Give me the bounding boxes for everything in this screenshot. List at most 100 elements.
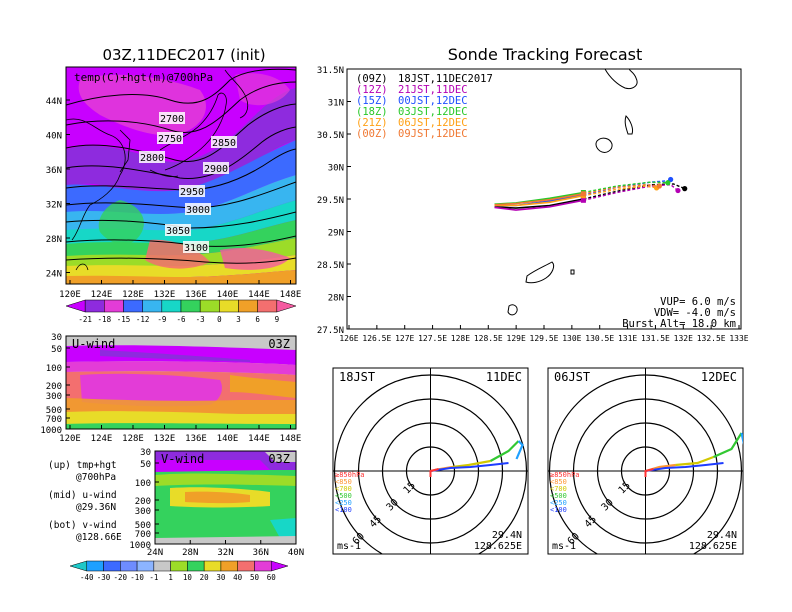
wind-swatch <box>203 560 222 572</box>
map-lon-label: 136E <box>185 290 207 300</box>
burst-point <box>580 191 586 197</box>
legend-code: (12Z) <box>356 84 388 96</box>
coastlines <box>66 69 249 271</box>
note-line2: @29.36N <box>76 502 116 513</box>
track-lat-label: 30.5N <box>317 131 344 141</box>
colorbar-swatch <box>180 299 201 313</box>
legend-time: 18JST,11DEC2017 <box>398 73 493 85</box>
legend-code: (21Z) <box>356 117 388 129</box>
v-lat-label: 36N <box>253 548 269 558</box>
u-lon-label: 132E <box>154 434 176 444</box>
map-lat-label: 24N <box>46 270 62 280</box>
colorbar-label: 6 <box>255 315 260 324</box>
wind-colorbar-label: -40 <box>80 573 94 582</box>
wind-colorbar-label: 10 <box>183 573 193 582</box>
v-p-label: 700 <box>135 530 151 540</box>
wind-colorbar-label: 60 <box>267 573 277 582</box>
track-param: VDW= -4.0 m/s <box>654 307 736 319</box>
burst-point <box>580 197 586 203</box>
legend-code: (00Z) <box>356 128 388 140</box>
hodo-legend: <850 <box>335 478 352 486</box>
uwind-frame <box>65 335 297 430</box>
u-p-label: 700 <box>46 415 62 425</box>
map-lon-label: 148E <box>280 290 302 300</box>
map-lon-label: 124E <box>91 290 113 300</box>
wind-colorbar-label: -1 <box>149 573 158 582</box>
wind-swatch <box>86 560 104 572</box>
track-lon-label: 128E <box>451 334 470 343</box>
legend-time: 09JST,12DEC <box>398 128 468 140</box>
colorbar-label: 0 <box>217 315 222 324</box>
colorbar-label: -3 <box>196 315 205 324</box>
uwind-lon-ticks: 120E 124E 128E 132E 136E 140E 144E 148E <box>59 425 301 444</box>
landing-point <box>665 180 671 186</box>
contour-label: 2700 <box>160 114 184 125</box>
hodo-lon: 128.625E <box>689 541 737 552</box>
vwind-label: V-wind <box>161 452 204 466</box>
colorbar-label: 9 <box>275 315 280 324</box>
colorbar-swatch <box>104 299 124 313</box>
track-lon-label: 128.5E <box>474 334 503 343</box>
wind-swatch <box>153 560 171 572</box>
hodo-segment <box>515 440 524 460</box>
trajectory-ascent <box>494 194 584 207</box>
legend-time: 00JST,12DEC <box>398 95 468 107</box>
colorbar-swatch <box>123 299 143 313</box>
trajectory-ascent <box>494 198 584 209</box>
map-lon-label: 128E <box>122 290 144 300</box>
u-p-label: 1000 <box>40 426 62 436</box>
contour-label-bg <box>179 185 205 197</box>
v-p-label: 1000 <box>129 541 151 551</box>
map-lat-label: 28N <box>46 235 62 245</box>
vwind-panel <box>155 451 296 544</box>
trajectory-ascent <box>494 193 584 206</box>
colorbar-swatch <box>238 299 258 313</box>
uwind-panel <box>66 336 296 429</box>
track-lon-label: 126E <box>339 334 358 343</box>
map-lon-ticks: 120E 124E 128E 132E 136E 140E 144E 148E <box>59 280 301 300</box>
colorbar-swatch <box>257 299 278 313</box>
track-lat-label: 28.5N <box>317 261 344 271</box>
uwind-time: 03Z <box>268 337 290 351</box>
contour-label: 2800 <box>140 153 164 164</box>
map-lat-label: 44N <box>46 97 62 107</box>
legend-time: 21JST,11DEC <box>398 84 468 96</box>
track-lon-label: 130E <box>562 334 581 343</box>
temp-map <box>66 67 296 284</box>
hodo-date: 12DEC <box>701 370 737 384</box>
colorbar-label: -12 <box>136 315 150 324</box>
track-lat-label: 29N <box>328 229 344 239</box>
track-param: VUP= 6.0 m/s <box>660 296 736 308</box>
wind-swatch <box>120 560 138 572</box>
colorbar-label: -15 <box>117 315 131 324</box>
panel-notes: (up) tmp+hgt@700hPa (mid) u-wind@29.36N (b… <box>48 460 122 543</box>
u-lon-label: 136E <box>185 434 207 444</box>
v-lat-label: 28N <box>182 548 198 558</box>
u-p-label: 50 <box>51 345 62 355</box>
note-line2: @128.66E <box>76 532 122 543</box>
colorbar-swatch <box>199 299 220 313</box>
hodo-legend: <500 <box>550 492 567 500</box>
hodo-legend: <700 <box>335 485 352 493</box>
v-p-label: 300 <box>135 507 151 517</box>
track-param: Burst Alt= 18.0 km <box>622 318 736 330</box>
track-lon-label: 133E <box>729 334 748 343</box>
wind-swatch <box>220 560 238 572</box>
contour-label-bg <box>185 203 211 215</box>
hodo-segment <box>489 440 520 462</box>
u-p-label: 30 <box>51 333 62 343</box>
wind-colorbar-label: -10 <box>130 573 144 582</box>
track-lon-label: 132.5E <box>697 334 726 343</box>
contour-label-bg <box>203 162 229 174</box>
track-lat-label: 28N <box>328 294 344 304</box>
legend-code: (18Z) <box>356 106 388 118</box>
note-line1: (mid) u-wind <box>48 490 117 501</box>
colorbar-swatch <box>161 299 182 313</box>
colorbar-label: -21 <box>78 315 92 324</box>
